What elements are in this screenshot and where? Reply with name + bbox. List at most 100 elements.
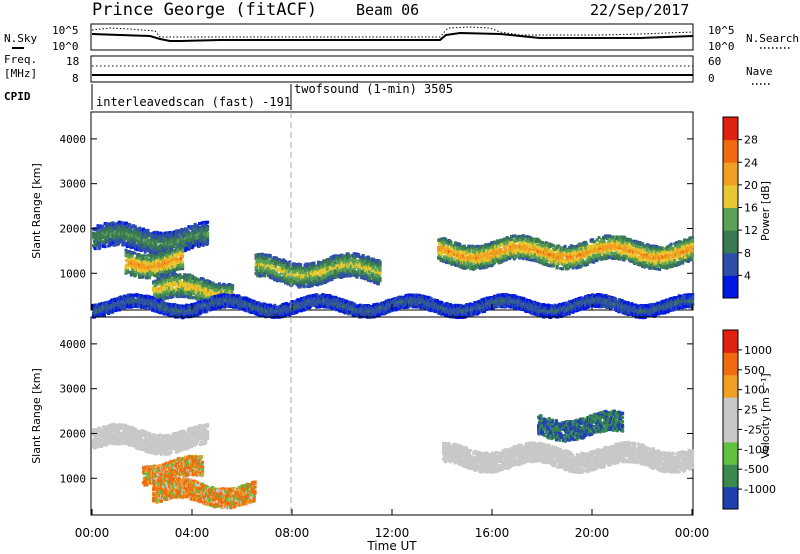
power-cell bbox=[149, 265, 152, 268]
power-cell bbox=[346, 274, 349, 277]
power-cell bbox=[228, 283, 231, 286]
power-cell bbox=[180, 240, 183, 243]
cpid-panel: CPID interleavedscan (fast) -191 twofsou… bbox=[4, 82, 453, 110]
power-cell bbox=[490, 241, 493, 244]
power-cell bbox=[516, 245, 519, 248]
nave-label: Nave bbox=[746, 65, 773, 78]
nsky-right-bottom-tick: 10^0 bbox=[708, 40, 735, 53]
power-cell bbox=[166, 251, 169, 254]
power-cell bbox=[447, 247, 450, 250]
power-cell bbox=[173, 265, 176, 268]
power-cell bbox=[154, 243, 157, 246]
power-cell bbox=[157, 288, 160, 291]
power-cell bbox=[169, 282, 172, 285]
power-cell bbox=[564, 245, 567, 248]
power-cell bbox=[449, 241, 452, 244]
power-cell bbox=[263, 274, 266, 277]
power-cell bbox=[115, 225, 118, 228]
nsky-right-top-tick: 10^5 bbox=[708, 24, 735, 37]
power-cell bbox=[161, 252, 164, 255]
power-cell bbox=[231, 284, 234, 287]
beam-title: Beam 06 bbox=[356, 1, 419, 19]
power-cell bbox=[269, 254, 272, 257]
power-cell bbox=[144, 261, 147, 264]
power-cell bbox=[379, 267, 382, 270]
power-cell bbox=[107, 235, 110, 238]
nsky-top-tick: 10^5 bbox=[52, 24, 79, 37]
power-cell bbox=[159, 294, 162, 297]
nave-tick-bottom: 0 bbox=[708, 72, 715, 85]
power-cell bbox=[379, 272, 382, 275]
power-cell bbox=[132, 257, 135, 260]
power-cell bbox=[168, 276, 171, 279]
power-cell bbox=[379, 261, 382, 264]
power-cell bbox=[379, 279, 382, 282]
power-cell bbox=[206, 221, 209, 224]
station-title: Prince George (fitACF) bbox=[92, 0, 317, 20]
power-cell bbox=[206, 239, 209, 242]
power-cell bbox=[94, 247, 97, 250]
power-cell bbox=[181, 261, 184, 264]
power-cell bbox=[181, 265, 184, 268]
cpid-program-1: interleavedscan (fast) -191 bbox=[96, 95, 291, 109]
power-cell bbox=[440, 252, 443, 255]
radar-summary-figure: Prince George (fitACF) Beam 06 22/Sep/20… bbox=[0, 0, 800, 554]
nsky-panel: N.Sky 10^5 10^0 10^5 10^0 N.Search bbox=[4, 24, 799, 53]
power-cell bbox=[176, 291, 179, 294]
nsky-bottom-tick: 10^0 bbox=[52, 40, 79, 53]
cpid-label: CPID bbox=[4, 90, 31, 103]
power-cell bbox=[299, 263, 302, 266]
power-cell bbox=[474, 265, 477, 268]
power-cell bbox=[556, 266, 559, 269]
power-cell bbox=[131, 251, 134, 254]
power-cell bbox=[112, 230, 115, 233]
power-cell bbox=[569, 265, 572, 268]
power-cell bbox=[104, 245, 107, 248]
power-cell bbox=[189, 296, 192, 299]
power-cell bbox=[98, 244, 101, 247]
power-cell bbox=[188, 273, 191, 276]
power-cell bbox=[204, 288, 207, 291]
power-cell bbox=[146, 229, 149, 232]
power-cell bbox=[181, 255, 184, 258]
power-heatmap bbox=[92, 221, 694, 320]
power-cell bbox=[131, 254, 134, 257]
power-cell bbox=[133, 252, 136, 255]
power-cell bbox=[295, 263, 298, 266]
power-cell bbox=[547, 263, 550, 266]
power-cell bbox=[303, 284, 306, 287]
power-cell bbox=[172, 295, 175, 298]
power-cell bbox=[275, 272, 278, 275]
freq-label-2: [MHz] bbox=[4, 67, 37, 80]
power-cell bbox=[212, 282, 215, 285]
freq-panel: Freq. [MHz] 18 8 60 0 Nave bbox=[4, 53, 773, 85]
power-cell bbox=[142, 276, 145, 279]
power-cell bbox=[357, 254, 360, 257]
power-cell bbox=[530, 259, 533, 262]
power-cell bbox=[166, 296, 169, 299]
power-cell bbox=[197, 278, 200, 281]
power-cell bbox=[278, 273, 281, 276]
power-cell bbox=[192, 244, 195, 247]
nave-tick-top: 60 bbox=[708, 55, 721, 68]
power-cell bbox=[561, 257, 564, 260]
power-cell bbox=[143, 266, 146, 269]
power-cell bbox=[179, 273, 182, 276]
date-title: 22/Sep/2017 bbox=[590, 1, 689, 19]
power-cell bbox=[348, 255, 351, 258]
power-cell bbox=[194, 277, 197, 280]
power-cell bbox=[571, 254, 574, 257]
freq-tick-top: 18 bbox=[66, 55, 79, 68]
freq-label-1: Freq. bbox=[4, 53, 37, 66]
nsky-label: N.Sky bbox=[4, 32, 37, 45]
power-cell bbox=[552, 264, 555, 267]
power-cell bbox=[206, 242, 209, 245]
nsearch-line bbox=[92, 27, 693, 37]
nsky-line bbox=[92, 33, 693, 41]
power-cell bbox=[293, 277, 296, 280]
power-cell bbox=[466, 261, 469, 264]
power-cell bbox=[463, 245, 466, 248]
power-cell bbox=[125, 222, 128, 225]
power-cell bbox=[206, 232, 209, 235]
